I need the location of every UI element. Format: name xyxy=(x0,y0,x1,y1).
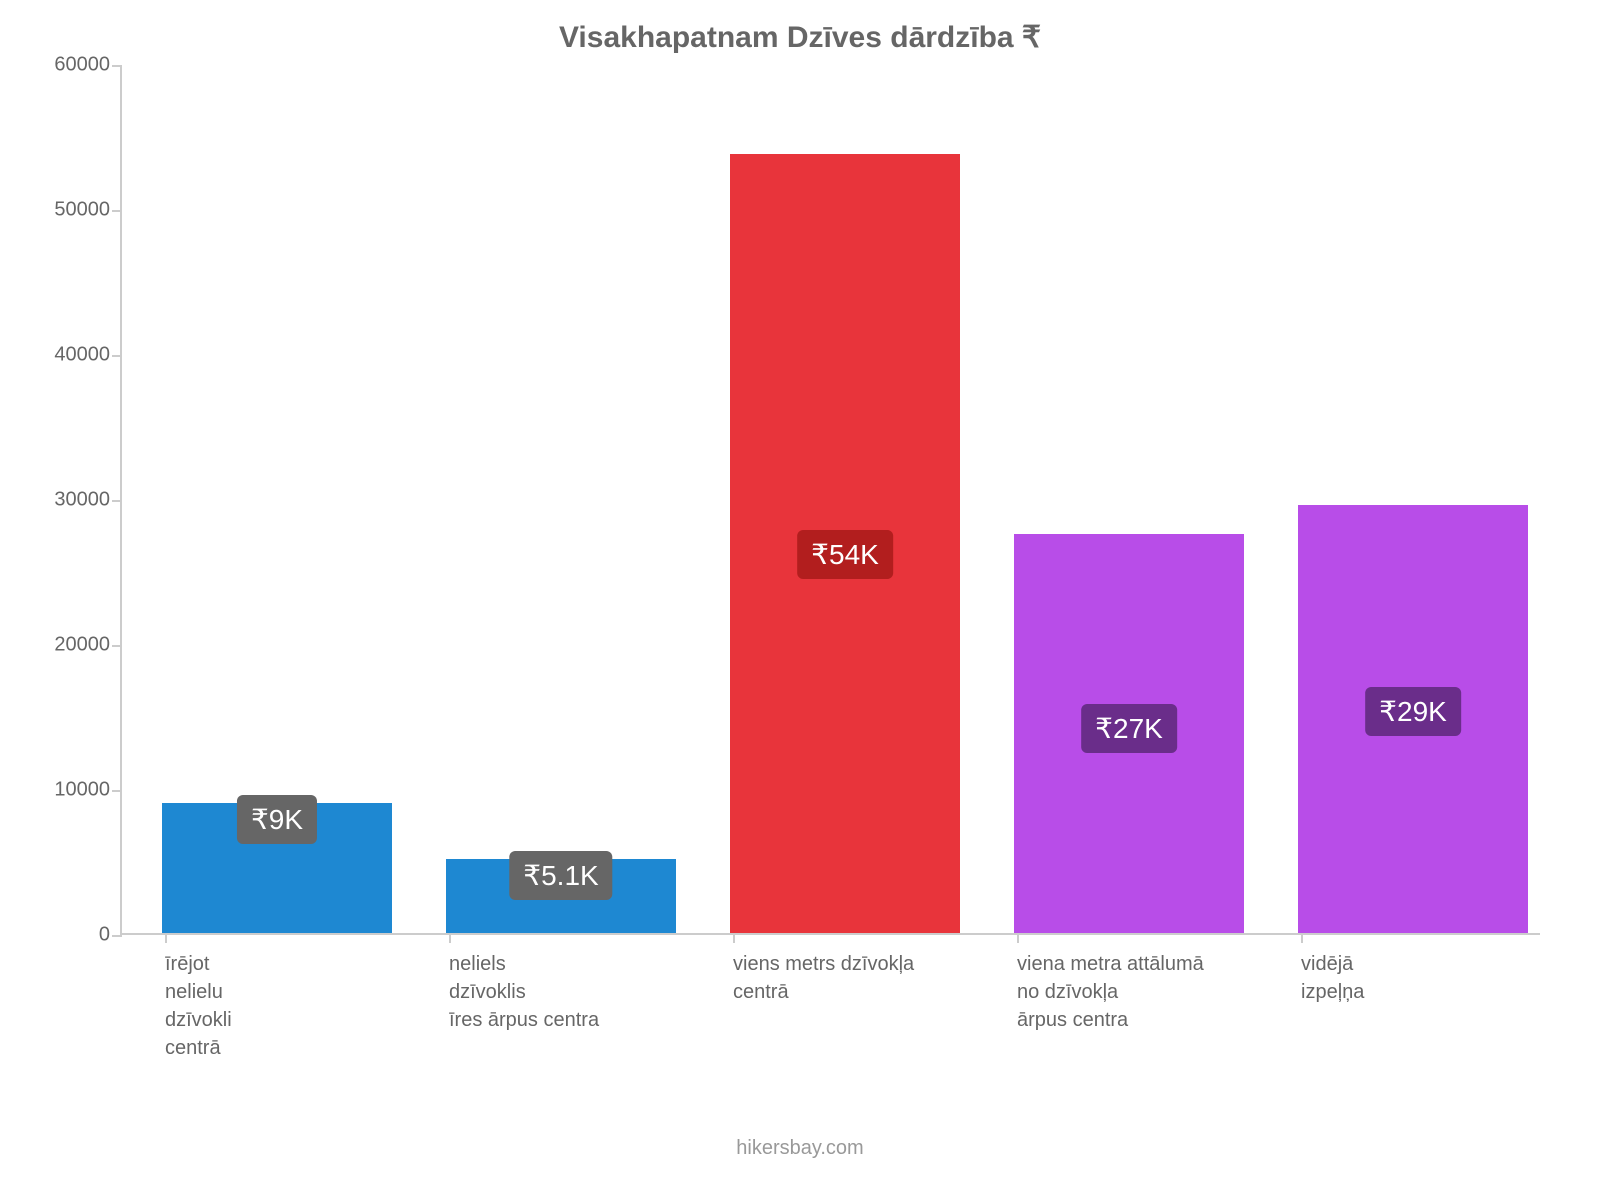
y-tick xyxy=(112,645,122,647)
y-axis-label: 10000 xyxy=(54,779,110,802)
chart-footer: hikersbay.com xyxy=(40,1137,1560,1160)
chart-container: Visakhapatnam Dzīves dārdzība ₹ 0 10000 20… xyxy=(40,20,1560,1180)
x-tick xyxy=(1301,935,1303,943)
value-badge: ₹54K xyxy=(797,530,893,579)
x-tick xyxy=(1017,935,1019,943)
y-tick xyxy=(112,210,122,212)
x-tick xyxy=(165,935,167,943)
y-tick xyxy=(112,500,122,502)
x-axis-category-label: neliels dzīvoklis īres ārpus centra xyxy=(449,950,599,1034)
value-badge: ₹5.1K xyxy=(509,851,612,900)
x-axis-category-label: vidējā izpeļņa xyxy=(1301,950,1364,1006)
x-axis-labels: īrējot nelielu dzīvokli centrā neliels dz… xyxy=(120,935,1540,1075)
y-axis-label: 0 xyxy=(99,924,110,947)
x-tick xyxy=(733,935,735,943)
y-axis-label: 40000 xyxy=(54,344,110,367)
y-axis-label: 30000 xyxy=(54,489,110,512)
value-badge: ₹27K xyxy=(1081,704,1177,753)
chart-title: Visakhapatnam Dzīves dārdzība ₹ xyxy=(40,20,1560,55)
plot-area: 0100002000030000400005000060000₹9K₹5.1K₹… xyxy=(120,65,1540,935)
x-axis-category-label: viena metra attālumā no dzīvokļa ārpus c… xyxy=(1017,950,1204,1034)
y-tick xyxy=(112,355,122,357)
y-axis-label: 20000 xyxy=(54,634,110,657)
x-axis-category-label: viens metrs dzīvokļa centrā xyxy=(733,950,914,1006)
y-tick xyxy=(112,790,122,792)
x-axis-category-label: īrējot nelielu dzīvokli centrā xyxy=(165,950,232,1062)
y-axis-label: 50000 xyxy=(54,199,110,222)
x-tick xyxy=(449,935,451,943)
value-badge: ₹9K xyxy=(237,795,317,844)
y-tick xyxy=(112,65,122,67)
y-axis-label: 60000 xyxy=(54,54,110,77)
value-badge: ₹29K xyxy=(1365,687,1461,736)
